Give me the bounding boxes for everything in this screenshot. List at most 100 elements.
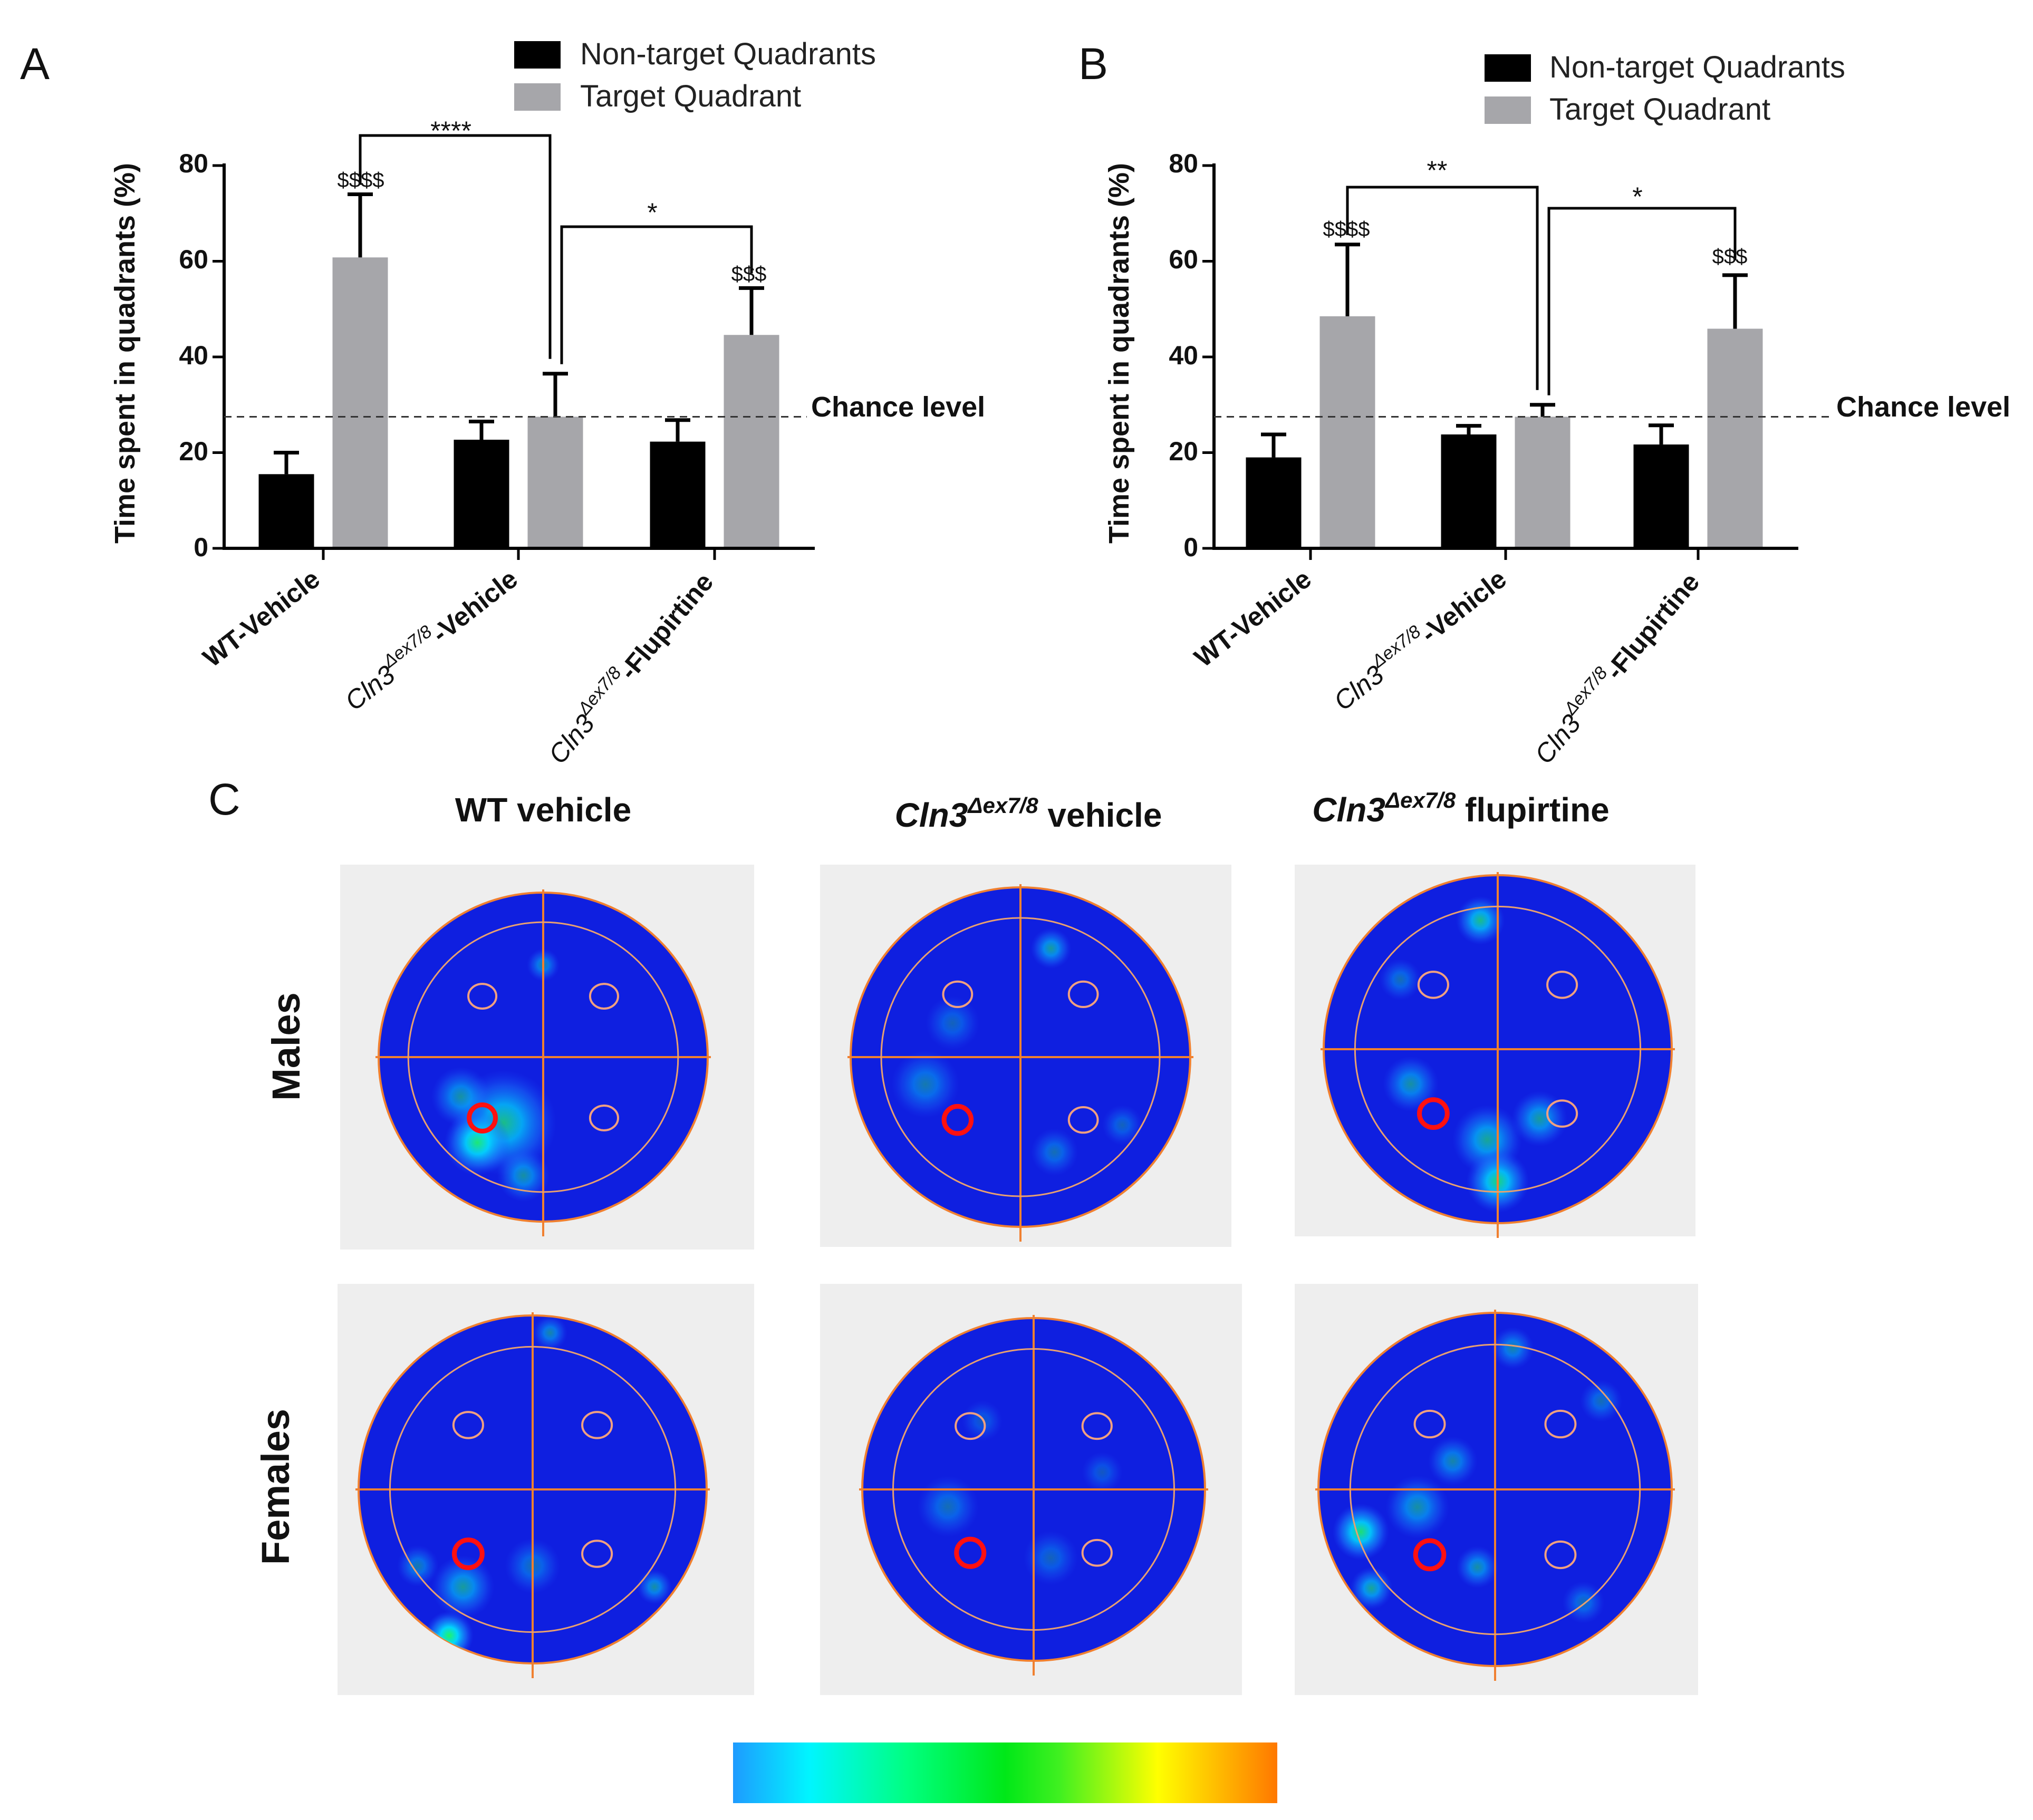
bar-nontarget	[1246, 457, 1302, 548]
heat-spot	[1350, 1567, 1393, 1610]
bar-annotation: $$$$	[338, 169, 384, 192]
heat-spot	[1491, 1327, 1534, 1370]
legend-swatch-target	[514, 83, 561, 111]
error-bars	[274, 192, 764, 475]
platform-ring	[1544, 1409, 1577, 1439]
heat-spot	[497, 1149, 550, 1202]
category-label: WT-Vehicle	[1189, 564, 1316, 673]
inner-ring	[389, 1345, 677, 1633]
category-label: WT-Vehicle	[197, 564, 325, 673]
bracket-label: *	[1632, 182, 1642, 211]
y-tick-label: 40	[1169, 341, 1198, 370]
y-axis-label: Time spent in quadrants (%)	[1103, 163, 1135, 544]
target-platform	[954, 1536, 987, 1569]
platform-ring	[1067, 980, 1099, 1009]
bar-target	[1515, 417, 1570, 548]
legend-swatch-nontarget	[514, 41, 561, 69]
legend-label-nontarget: Non-target Quadrants	[1549, 50, 1845, 84]
legend-swatch-nontarget	[1485, 54, 1531, 82]
bar-nontarget	[650, 441, 706, 548]
significance-bracket	[560, 225, 753, 364]
bar-annotation: $$$	[1712, 245, 1748, 268]
platform-ring	[1413, 1409, 1446, 1439]
panel-c-letter: C	[208, 775, 240, 824]
inner-ring	[892, 1348, 1175, 1631]
heatmap-grid	[338, 865, 1698, 1695]
bar-target	[332, 257, 388, 548]
axes	[213, 163, 815, 560]
heat-spot	[1428, 1436, 1478, 1486]
heatmap-panel-c: WT vehicle Cln3Δex7/8 vehicle Cln3Δex7/8…	[254, 788, 1698, 1803]
bar-target	[1707, 328, 1763, 548]
heat-spot	[1562, 1581, 1605, 1624]
platform-ring	[581, 1540, 613, 1568]
bars	[1246, 316, 1763, 548]
heat-spot	[431, 1555, 495, 1619]
bar-nontarget	[1441, 434, 1497, 548]
heat-spot	[925, 996, 980, 1051]
heat-spot	[397, 1545, 439, 1587]
inner-ring	[407, 921, 679, 1193]
category-label: Cln3Δex7/8-Flupirtine	[1525, 564, 1705, 769]
axes	[1202, 163, 1798, 560]
heat-spot	[1102, 1105, 1143, 1146]
y-tick-label: 80	[1169, 149, 1198, 178]
heat-spot	[1383, 1056, 1439, 1112]
colorbar	[733, 1742, 1277, 1803]
target-platform	[941, 1103, 974, 1136]
y-tick-label: 60	[1169, 245, 1198, 274]
heat-spots	[917, 1400, 1123, 1585]
platform-ring	[581, 1411, 613, 1439]
legend-swatch-target	[1485, 96, 1531, 124]
heat-spot	[1456, 1546, 1499, 1589]
significance-brackets	[1346, 186, 1737, 395]
platform-ring	[1067, 1106, 1099, 1134]
platform-ring	[467, 983, 498, 1010]
bar-target	[724, 335, 779, 548]
heatmap-cell	[1295, 1284, 1698, 1695]
bar-annotation: $$$$	[1323, 218, 1370, 241]
legend-label-target: Target Quadrant	[580, 79, 801, 113]
y-tick-label: 20	[179, 437, 208, 466]
heat-spot	[533, 1315, 567, 1350]
platform-ring	[452, 1411, 484, 1439]
row-label-females: Females	[254, 1409, 297, 1565]
y-tick-label: 20	[1169, 437, 1198, 466]
heat-spot	[1332, 1503, 1389, 1560]
significance-bracket	[1346, 186, 1539, 390]
y-tick-label: 60	[179, 245, 208, 274]
panel-a-letter: A	[20, 39, 50, 89]
platform-ring	[589, 983, 619, 1010]
significance-brackets	[359, 134, 753, 364]
category-label: Cln3Δex7/8-Flupirtine	[539, 564, 719, 769]
heatmap-cell	[1295, 865, 1695, 1238]
platform-ring	[1546, 971, 1578, 999]
heat-spot	[1579, 1380, 1623, 1422]
heat-spot	[1030, 1128, 1078, 1176]
significance-bracket	[359, 134, 552, 359]
y-tick-label: 40	[179, 341, 208, 370]
chance-level-label: Chance level	[811, 391, 985, 423]
column-title: Cln3Δex7/8 vehicle	[895, 793, 1162, 834]
heat-spots	[1332, 1327, 1623, 1624]
heat-spot	[1385, 1475, 1449, 1539]
bar-nontarget	[1633, 444, 1689, 548]
category-label: Cln3Δex7/8-Vehicle	[1325, 560, 1512, 716]
inner-ring	[880, 917, 1161, 1197]
target-platform	[1417, 1097, 1450, 1130]
column-title: Cln3Δex7/8 flupirtine	[1312, 788, 1610, 829]
platform-ring	[589, 1105, 619, 1131]
bracket-label: **	[1427, 156, 1448, 185]
target-platform	[1413, 1538, 1447, 1572]
chart-panel-b: Non-target Quadrants Target Quadrant Tim…	[1103, 50, 2010, 769]
target-platform	[467, 1102, 498, 1134]
platform-ring	[1081, 1538, 1113, 1567]
bar-nontarget	[454, 439, 509, 548]
y-ticks: 0 20 40 60 80	[179, 149, 208, 562]
heat-spot	[1082, 1451, 1123, 1493]
heatmap-cell	[338, 1284, 754, 1695]
heat-spots	[891, 928, 1143, 1176]
legend-label-target: Target Quadrant	[1549, 92, 1770, 127]
heat-spot	[891, 1050, 960, 1118]
